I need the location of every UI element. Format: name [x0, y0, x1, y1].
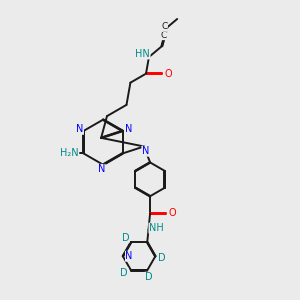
Text: NH: NH: [149, 223, 164, 233]
Text: N: N: [124, 124, 132, 134]
Text: C: C: [160, 31, 167, 40]
Text: O: O: [168, 208, 176, 218]
Text: D: D: [158, 253, 166, 263]
Text: HN: HN: [135, 49, 150, 59]
Text: D: D: [122, 232, 129, 243]
Text: N: N: [76, 124, 83, 134]
Text: N: N: [98, 164, 105, 174]
Text: D: D: [120, 268, 128, 278]
Text: H₂N: H₂N: [60, 148, 79, 158]
Text: O: O: [164, 69, 172, 79]
Text: N: N: [142, 146, 149, 156]
Text: N: N: [125, 251, 133, 261]
Text: D: D: [145, 272, 153, 282]
Text: C: C: [161, 22, 167, 31]
